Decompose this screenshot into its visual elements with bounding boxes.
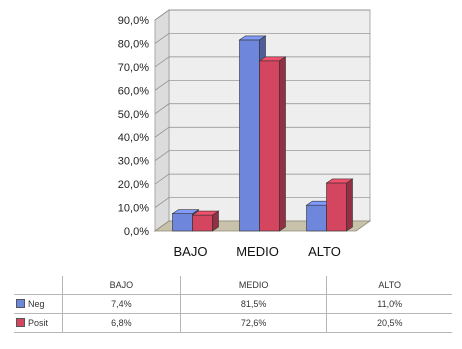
bar-posit-alto bbox=[326, 182, 347, 232]
table-row-label: Neg bbox=[14, 294, 63, 314]
y-tick-label: 30,0% bbox=[118, 156, 149, 168]
legend-swatch-neg bbox=[16, 299, 25, 308]
legend-swatch-posit bbox=[16, 318, 25, 327]
table-cell: 72,6% bbox=[179, 313, 327, 333]
bar-side bbox=[279, 56, 286, 232]
gridline bbox=[154, 150, 370, 161]
bar-side bbox=[346, 178, 353, 232]
y-tick-label: 50,0% bbox=[118, 109, 149, 121]
bar-chart: 0,0% 10,0% 20,0% 30,0% 40,0% 50,0% 60,0% 70,0% 8… bbox=[118, 9, 372, 259]
table-row-label: Posit bbox=[14, 313, 63, 333]
bar-top bbox=[171, 209, 200, 214]
legend-label-neg: Neg bbox=[28, 299, 45, 309]
gridline bbox=[154, 9, 370, 21]
table-cell: 6,8% bbox=[62, 313, 181, 333]
data-table: BAJO MEDIO ALTO Neg 7,4% 81,5% 11,0% Pos… bbox=[14, 276, 452, 333]
table-header-corner bbox=[14, 276, 63, 295]
x-category-label: BAJO bbox=[174, 244, 208, 259]
x-category-label: ALTO bbox=[308, 244, 341, 259]
legend-label-posit: Posit bbox=[28, 318, 49, 328]
gridline bbox=[154, 173, 370, 185]
gridline bbox=[154, 126, 370, 138]
table-header-bajo: BAJO bbox=[62, 276, 181, 295]
y-tick-label: 90,0% bbox=[118, 15, 149, 27]
gridline bbox=[154, 103, 370, 115]
table-row: Posit 6,8% 72,6% 20,5% bbox=[14, 313, 452, 333]
y-tick-label: 60,0% bbox=[118, 85, 149, 97]
table-header-row: BAJO MEDIO ALTO bbox=[14, 276, 452, 295]
table-header-medio: MEDIO bbox=[179, 276, 327, 295]
table-header-alto: ALTO bbox=[326, 276, 452, 295]
y-tick-label: 70,0% bbox=[118, 62, 149, 74]
bar-top bbox=[191, 210, 220, 216]
bar-posit-medio bbox=[259, 60, 280, 232]
bar-neg-alto bbox=[306, 204, 327, 232]
gridline bbox=[154, 197, 370, 208]
y-tick-label: 40,0% bbox=[118, 132, 149, 144]
bar-posit-bajo bbox=[192, 214, 213, 232]
y-tick-label: 0,0% bbox=[124, 226, 149, 238]
gridline bbox=[154, 33, 370, 44]
y-tick-label: 20,0% bbox=[118, 179, 149, 191]
gridline bbox=[154, 79, 370, 91]
x-category-label: MEDIO bbox=[236, 244, 279, 259]
table-cell: 11,0% bbox=[326, 294, 452, 314]
y-tick-label: 80,0% bbox=[118, 38, 149, 50]
bar-top bbox=[325, 178, 354, 184]
y-tick-label: 10,0% bbox=[118, 203, 149, 215]
bar-neg-medio bbox=[239, 39, 260, 232]
table-cell: 81,5% bbox=[179, 294, 327, 314]
gridline bbox=[154, 56, 370, 68]
table-row: Neg 7,4% 81,5% 11,0% bbox=[14, 294, 452, 314]
plot-side-wall bbox=[154, 9, 170, 232]
bar-top bbox=[258, 56, 287, 62]
bar-neg-bajo bbox=[172, 213, 193, 232]
table-cell: 20,5% bbox=[326, 313, 452, 333]
bar-top bbox=[238, 35, 267, 41]
table-cell: 7,4% bbox=[62, 294, 181, 314]
